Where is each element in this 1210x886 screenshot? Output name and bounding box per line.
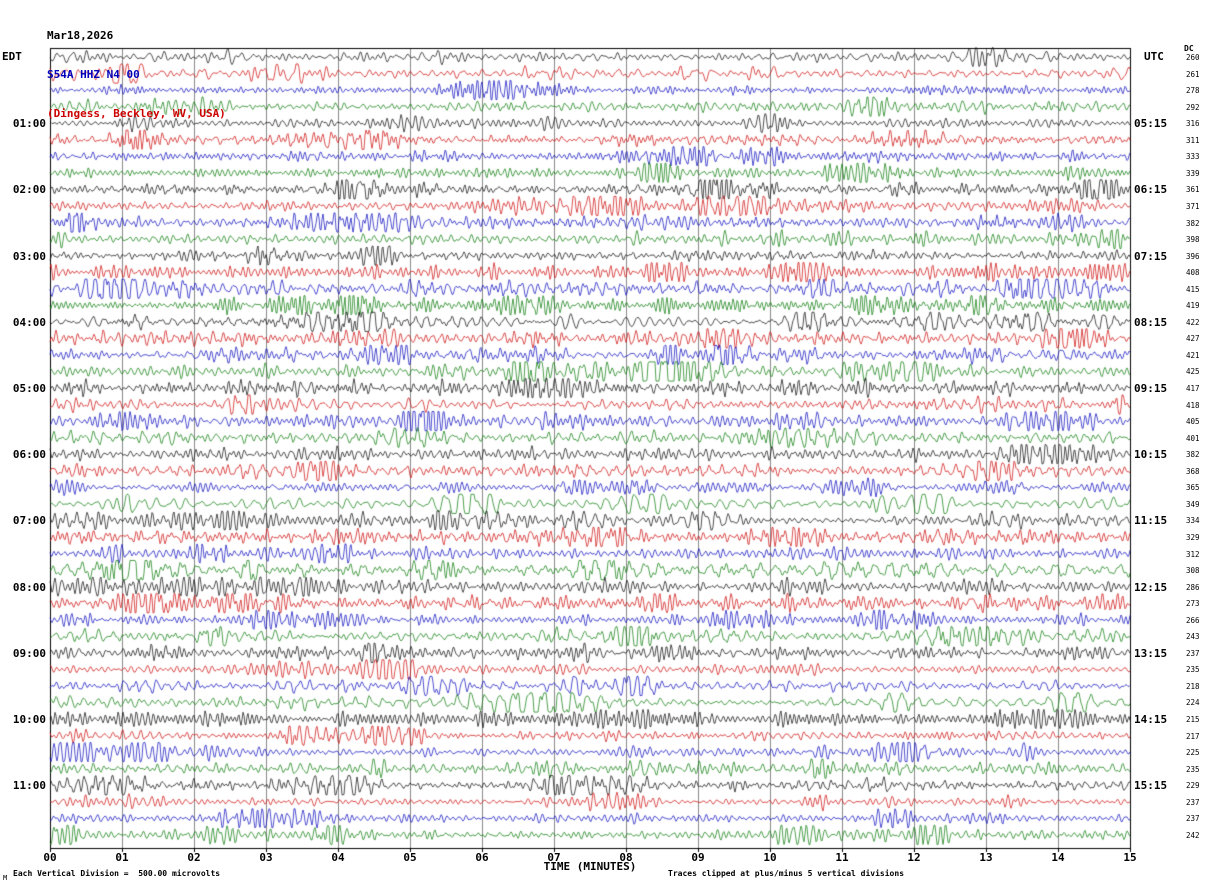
dc-value: 217 bbox=[1186, 731, 1200, 741]
dc-value: 382 bbox=[1186, 450, 1200, 460]
x-tick-label: 12 bbox=[907, 851, 921, 864]
dc-value: 329 bbox=[1186, 532, 1200, 542]
x-tick-label: 06 bbox=[475, 851, 489, 864]
dc-value: 311 bbox=[1186, 135, 1200, 145]
dc-value: 419 bbox=[1186, 301, 1200, 311]
dc-value: 396 bbox=[1186, 251, 1200, 261]
dc-value: 308 bbox=[1186, 566, 1200, 576]
dc-value: 237 bbox=[1186, 797, 1200, 807]
left-time-label: 05:00 bbox=[12, 382, 46, 396]
dc-value: 286 bbox=[1186, 582, 1200, 592]
dc-value: 371 bbox=[1186, 201, 1200, 211]
dc-value: 418 bbox=[1186, 400, 1200, 410]
right-time-label: 12:15 bbox=[1134, 580, 1168, 594]
right-axis-title: UTC bbox=[1144, 50, 1164, 63]
title-station: S54A HHZ N4 00 bbox=[47, 68, 140, 81]
x-tick-label: 07 bbox=[547, 851, 561, 864]
dc-value: 261 bbox=[1186, 69, 1200, 79]
dc-value: 365 bbox=[1186, 483, 1200, 493]
title-date: Mar18,2026 bbox=[47, 29, 114, 42]
right-time-label: 10:15 bbox=[1134, 448, 1168, 462]
dc-value: 235 bbox=[1186, 665, 1200, 675]
dc-value: 417 bbox=[1186, 384, 1200, 394]
dc-value: 278 bbox=[1186, 86, 1200, 96]
x-tick-label: 11 bbox=[835, 851, 849, 864]
right-time-label: 07:15 bbox=[1134, 249, 1168, 263]
right-time-label: 13:15 bbox=[1134, 646, 1168, 660]
dc-value: 425 bbox=[1186, 367, 1200, 377]
x-tick-label: 04 bbox=[331, 851, 345, 864]
left-time-label: 07:00 bbox=[12, 514, 46, 528]
x-tick-label: 02 bbox=[187, 851, 201, 864]
dc-value: 405 bbox=[1186, 417, 1200, 427]
left-time-label: 11:00 bbox=[12, 779, 46, 793]
dc-value: 421 bbox=[1186, 350, 1200, 360]
dc-value: 368 bbox=[1186, 466, 1200, 476]
left-time-label: 01:00 bbox=[12, 117, 46, 131]
dc-value: 218 bbox=[1186, 681, 1200, 691]
left-time-label: 09:00 bbox=[12, 646, 46, 660]
left-time-label: 10:00 bbox=[12, 713, 46, 727]
dc-value: 361 bbox=[1186, 185, 1200, 195]
x-tick-label: 15 bbox=[1123, 851, 1137, 864]
dc-value: 349 bbox=[1186, 499, 1200, 509]
dc-value: 266 bbox=[1186, 615, 1200, 625]
right-time-label: 05:15 bbox=[1134, 117, 1168, 131]
dc-value: 382 bbox=[1186, 218, 1200, 228]
left-axis-title: EDT bbox=[2, 50, 22, 63]
title-block: Mar18,2026 S54A HHZ N4 00 (Dingess, Beck… bbox=[47, 3, 226, 146]
x-tick-label: 13 bbox=[979, 851, 993, 864]
dc-value: 401 bbox=[1186, 433, 1200, 443]
dc-value: 292 bbox=[1186, 102, 1200, 112]
dc-value: 260 bbox=[1186, 53, 1200, 62]
left-time-label: 02:00 bbox=[12, 183, 46, 197]
dc-column-header: DC bbox=[1184, 44, 1194, 53]
right-time-label: 14:15 bbox=[1134, 713, 1168, 727]
dc-value: 243 bbox=[1186, 632, 1200, 642]
dc-value: 237 bbox=[1186, 648, 1200, 658]
left-time-label: 04:00 bbox=[12, 315, 46, 329]
right-time-label: 08:15 bbox=[1134, 315, 1168, 329]
footer-clip-note: Traces clipped at plus/minus 5 vertical … bbox=[668, 869, 905, 878]
x-tick-label: 05 bbox=[403, 851, 417, 864]
dc-value: 235 bbox=[1186, 764, 1200, 774]
dc-value: 333 bbox=[1186, 152, 1200, 162]
footer-scale-note: Each Vertical Division = 500.00 microvol… bbox=[13, 869, 221, 878]
right-time-label: 15:15 bbox=[1134, 779, 1168, 793]
footer-mark: M bbox=[3, 874, 8, 882]
x-tick-label: 01 bbox=[115, 851, 129, 864]
dc-value: 427 bbox=[1186, 334, 1200, 344]
dc-value: 398 bbox=[1186, 235, 1200, 245]
x-tick-label: 00 bbox=[43, 851, 57, 864]
dc-value: 273 bbox=[1186, 599, 1200, 609]
left-time-label: 08:00 bbox=[12, 580, 46, 594]
dc-value: 229 bbox=[1186, 781, 1200, 791]
right-time-label: 11:15 bbox=[1134, 514, 1168, 528]
dc-value: 224 bbox=[1186, 698, 1200, 708]
dc-value: 312 bbox=[1186, 549, 1200, 559]
x-tick-label: 10 bbox=[763, 851, 777, 864]
dc-value: 237 bbox=[1186, 814, 1200, 824]
dc-value: 334 bbox=[1186, 516, 1200, 526]
dc-value: 215 bbox=[1186, 715, 1200, 725]
dc-value: 225 bbox=[1186, 748, 1200, 758]
dc-value: 242 bbox=[1186, 830, 1200, 840]
dc-value: 316 bbox=[1186, 119, 1200, 129]
dc-value: 339 bbox=[1186, 168, 1200, 178]
x-tick-label: 03 bbox=[259, 851, 273, 864]
x-axis-title: TIME (MINUTES) bbox=[543, 860, 637, 873]
title-location: (Dingess, Beckley, WV, USA) bbox=[47, 107, 226, 120]
left-time-label: 06:00 bbox=[12, 448, 46, 462]
x-tick-label: 09 bbox=[691, 851, 705, 864]
x-tick-label: 14 bbox=[1051, 851, 1065, 864]
right-time-label: 09:15 bbox=[1134, 382, 1168, 396]
right-time-label: 06:15 bbox=[1134, 183, 1168, 197]
dc-value: 415 bbox=[1186, 284, 1200, 294]
left-time-label: 03:00 bbox=[12, 249, 46, 263]
dc-value: 422 bbox=[1186, 317, 1200, 327]
x-tick-label: 08 bbox=[619, 851, 633, 864]
dc-value: 408 bbox=[1186, 268, 1200, 278]
